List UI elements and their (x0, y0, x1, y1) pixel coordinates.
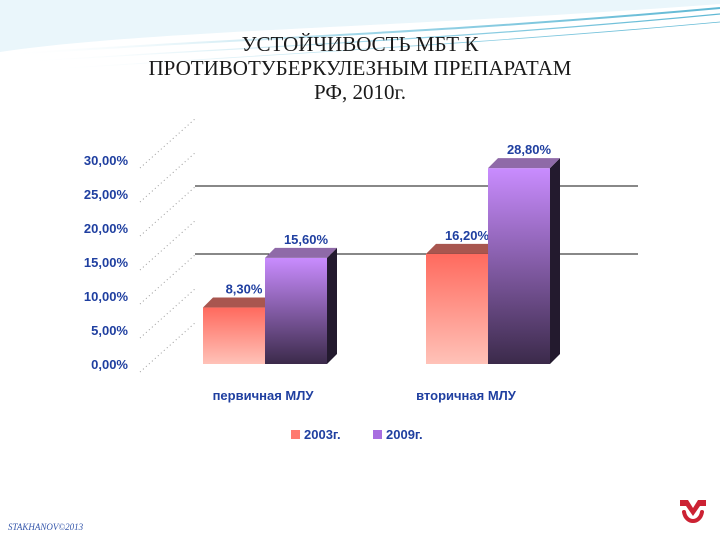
bar-side (327, 247, 337, 364)
bar-top (488, 158, 560, 169)
bar (265, 257, 327, 364)
data-label: 8,30% (226, 282, 263, 297)
guide-line (139, 253, 197, 305)
y-tick-label: 30,00% (84, 153, 129, 168)
bar-top (203, 297, 275, 308)
category-label: первичная МЛУ (213, 388, 315, 403)
data-label: 16,20% (445, 228, 490, 243)
y-tick-label: 5,00% (91, 323, 128, 338)
category-label: вторичная МЛУ (416, 388, 517, 403)
title-line: ПРОТИВОТУБЕРКУЛЕЗНЫМ ПРЕПАРАТАМ (148, 56, 572, 80)
guide-line (139, 287, 197, 339)
bar (426, 253, 488, 364)
bar-top (265, 247, 337, 258)
guide-line (139, 219, 197, 271)
footer-credit: STAKHANOV©2013 (8, 522, 84, 532)
legend-swatch (291, 430, 300, 439)
data-label: 28,80% (507, 142, 552, 157)
legend-label: 2003г. (304, 427, 341, 442)
y-tick-label: 20,00% (84, 221, 129, 236)
guide-line (139, 321, 197, 373)
bar-side (550, 158, 560, 364)
guide-line (139, 117, 197, 169)
y-tick-label: 15,00% (84, 255, 129, 270)
bar (203, 307, 265, 364)
y-tick-label: 10,00% (84, 289, 129, 304)
guide-line (139, 185, 197, 237)
guide-line (139, 151, 197, 203)
title-line: УСТОЙЧИВОСТЬ МБТ К (241, 32, 479, 56)
title-line: РФ, 2010г. (314, 80, 406, 104)
y-tick-label: 0,00% (91, 357, 128, 372)
legend-swatch (373, 430, 382, 439)
data-label: 15,60% (284, 232, 329, 247)
y-tick-label: 25,00% (84, 187, 129, 202)
bar (488, 168, 550, 364)
legend-label: 2009г. (386, 427, 423, 442)
bar-top (426, 243, 498, 254)
m-logo-icon (680, 500, 706, 523)
slide-title: УСТОЙЧИВОСТЬ МБТ К ПРОТИВОТУБЕРКУЛЕЗНЫМ … (60, 32, 660, 104)
